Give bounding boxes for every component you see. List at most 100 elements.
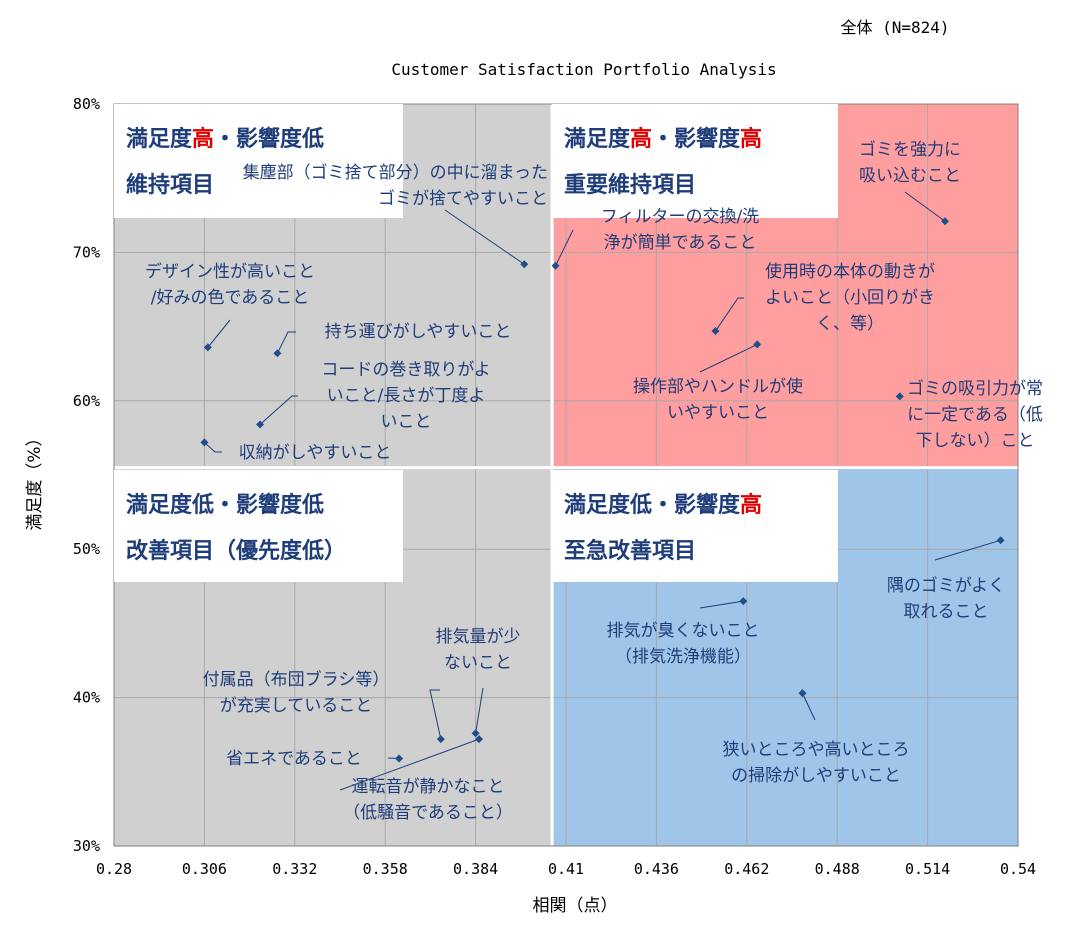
x-tick-label: 0.54: [1000, 860, 1036, 878]
point-label: 使用時の本体の動きが: [765, 261, 935, 282]
data-point: [200, 438, 209, 447]
quadrant-title-part: 満足度低・影響度: [564, 492, 741, 518]
point-label: ゴミの吸引力が常: [907, 378, 1043, 399]
quadrant-subtitle-top-right: 重要維持項目: [564, 172, 696, 198]
quadrant-title-part: ・影響度: [652, 126, 741, 152]
data-point: [940, 217, 949, 226]
point-label: の掃除がしやすいこと: [731, 766, 901, 786]
leader-line: [475, 687, 484, 734]
point-label: （排気洗浄機能）: [615, 647, 751, 667]
point-label: 省エネであること: [226, 749, 362, 769]
quadrant-title-part: 満足度低・影響度低: [126, 492, 324, 518]
quadrant-subtitle-bottom-right: 至急改善項目: [564, 538, 696, 564]
x-axis-label: 相関（点）: [533, 896, 618, 916]
quadrant-subtitle-top-left: 維持項目: [126, 172, 214, 198]
point-label: 隅のゴミがよく: [887, 575, 1005, 596]
x-tick-label: 0.384: [453, 860, 498, 878]
chart-title: Customer Satisfaction Portfolio Analysis: [391, 60, 776, 79]
subset-label: 全体 (N=824): [840, 18, 949, 37]
point-label: 収納がしやすいこと: [239, 443, 392, 463]
leader-line: [699, 343, 758, 373]
leader-line: [207, 319, 231, 348]
plot-area: 0.28 0.306 0.332 0.358 0.384 0.41 0.436 0.462 0.…: [73, 95, 1043, 878]
point-label: ないこと: [444, 653, 512, 673]
data-point: [895, 392, 904, 401]
leader-line: [699, 600, 744, 609]
leader-line: [934, 539, 1001, 561]
data-point: [996, 536, 1005, 545]
point-label: 操作部やハンドルが使: [633, 376, 803, 397]
point-label: 排気量が少: [436, 627, 521, 647]
quadrant-title-part: 満足度: [564, 126, 631, 152]
x-tick-label: 0.306: [182, 860, 227, 878]
leader-line: [904, 191, 946, 222]
point-label: いやすいこと: [667, 403, 769, 423]
data-point: [471, 729, 480, 738]
x-tick-label: 0.462: [724, 860, 769, 878]
point-label: 集塵部（ゴミ捨て部分）の中に溜まった: [243, 162, 548, 183]
point-label: 狭いところや高いところ: [723, 740, 910, 760]
point-label: 下しない）こと: [916, 431, 1035, 451]
quadrant-box-bottom-right: [552, 470, 838, 582]
point-label: （低騒音であること）: [343, 803, 513, 823]
point-label: いこと/長さが丁度よ: [327, 386, 486, 406]
point-label: く、等）: [816, 314, 884, 334]
data-point: [475, 735, 484, 744]
quadrant-title-bottom-left: 満足度低・影響度低: [126, 492, 324, 518]
data-point: [203, 343, 212, 352]
y-tick-label: 60%: [73, 392, 100, 410]
point-label: よいこと（小回りがき: [765, 288, 935, 308]
y-tick-label: 50%: [73, 540, 100, 558]
x-tick-label: 0.332: [272, 860, 317, 878]
point-label: 浄が簡単であること: [604, 233, 757, 253]
leader-line: [276, 331, 296, 354]
point-label: 取れること: [904, 602, 989, 622]
point-label: いこと: [381, 412, 432, 432]
y-tick-label: 70%: [73, 243, 100, 261]
point-label: に一定である（低: [907, 405, 1043, 425]
point-label: 運転音が静かなこと: [352, 777, 505, 797]
quadrant-title-part: ・影響度低: [214, 126, 324, 152]
leader-line: [444, 209, 525, 265]
point-label: 吸い込むこと: [859, 166, 961, 186]
data-point: [256, 420, 265, 429]
x-tick-label: 0.514: [905, 860, 950, 878]
x-tick-label: 0.41: [548, 860, 584, 878]
point-label: フィルターの交換/洗: [601, 207, 759, 227]
point-label: デザイン性が高いこと: [145, 261, 315, 282]
quadrant-title-part: 満足度: [126, 126, 193, 152]
leader-line: [715, 297, 744, 332]
data-point: [798, 689, 807, 698]
quadrant-title-part: 高: [192, 126, 214, 152]
x-tick-label: 0.488: [815, 860, 860, 878]
y-tick-label: 30%: [73, 837, 100, 855]
point-label: 付属品（布団ブラシ等）: [203, 669, 390, 690]
y-tick-label: 40%: [73, 689, 100, 707]
quadrant-subtitle-bottom-left: 改善項目（優先度低）: [126, 538, 346, 564]
leader-line: [801, 692, 816, 721]
data-point: [273, 349, 282, 358]
point-label: ゴミが捨てやすいこと: [378, 188, 548, 209]
quadrant-title-top-right: 満足度高・影響度高: [564, 126, 762, 152]
y-axis-label: 満足度（%）: [25, 429, 45, 530]
data-point: [395, 754, 404, 763]
leader-line: [555, 229, 574, 266]
x-tick-label: 0.28: [96, 860, 132, 878]
point-label: コードの巻き取りがよ: [321, 360, 490, 380]
quadrant-title-part: 高: [740, 126, 762, 152]
data-point: [739, 597, 748, 606]
data-point: [711, 327, 720, 336]
x-tick-label: 0.358: [363, 860, 408, 878]
point-label: ゴミを強力に: [859, 139, 961, 160]
quadrant-title-bottom-right: 満足度低・影響度高: [564, 492, 762, 518]
data-point: [436, 735, 445, 744]
leader-line: [429, 689, 442, 740]
leader-line: [339, 738, 480, 791]
leader-line: [259, 395, 298, 425]
y-tick-label: 80%: [73, 95, 100, 113]
x-tick-label: 0.436: [634, 860, 679, 878]
quadrant-box-bottom-left: [114, 470, 403, 582]
point-label: 持ち運びがしやすいこと: [325, 322, 512, 342]
quadrant-box-top-right: [552, 104, 838, 218]
